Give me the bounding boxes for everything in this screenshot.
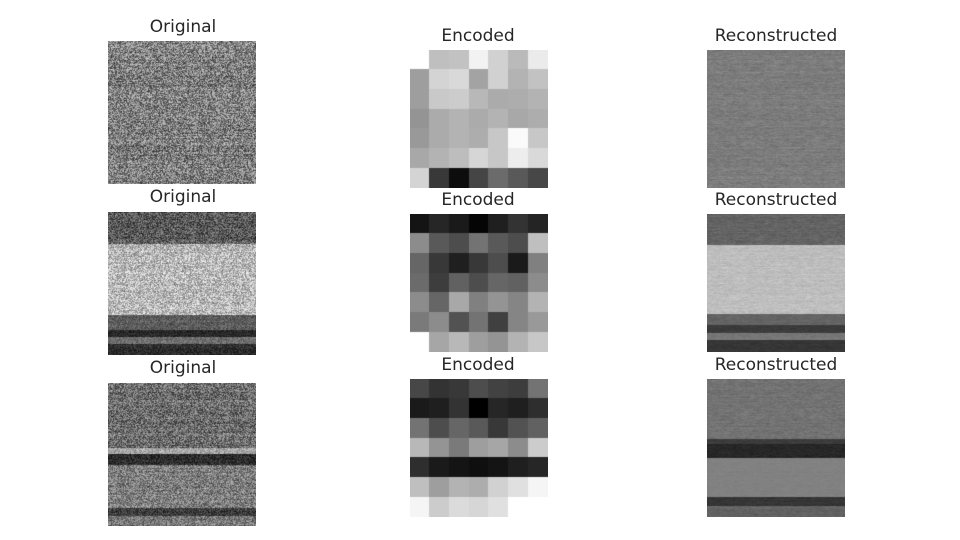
original-image-1 (108, 41, 256, 184)
original-image-2 (108, 212, 256, 355)
original-image-3 (108, 383, 256, 526)
reconstructed-image-2 (707, 214, 845, 352)
reconstructed-title-1: Reconstructed (714, 26, 838, 46)
original-title-2: Original (149, 187, 217, 207)
reconstructed-title-3: Reconstructed (714, 355, 838, 375)
reconstructed-title-2: Reconstructed (714, 190, 838, 210)
reconstructed-image-3 (707, 379, 845, 517)
encoded-image-2 (410, 214, 548, 352)
encoded-image-1 (410, 50, 548, 188)
reconstructed-image-1 (707, 50, 845, 188)
encoded-title-1: Encoded (441, 26, 515, 46)
encoded-image-3 (410, 379, 548, 517)
original-title-1: Original (149, 17, 217, 37)
encoded-title-3: Encoded (441, 355, 515, 375)
original-title-3: Original (149, 358, 217, 378)
encoded-title-2: Encoded (441, 190, 515, 210)
